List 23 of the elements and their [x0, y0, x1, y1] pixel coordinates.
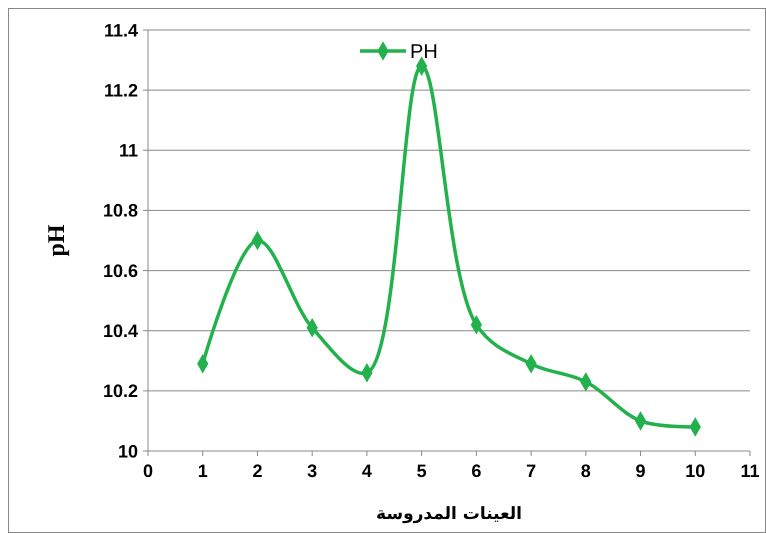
x-tick-label: 0	[142, 461, 154, 481]
x-tick-label: 5	[416, 461, 427, 481]
x-tick-label: 4	[362, 461, 372, 481]
y-tick-label: 10.2	[102, 381, 138, 402]
x-tick-label: 3	[307, 461, 318, 481]
legend-label: PH	[410, 41, 438, 63]
x-tick-label: 8	[580, 461, 591, 481]
x-tick-label: 11	[740, 461, 760, 481]
y-tick-label: 11.4	[104, 20, 138, 40]
y-tick-label: 11.2	[104, 80, 138, 100]
x-tick-label: 2	[252, 461, 262, 481]
x-tick-label: 6	[471, 461, 482, 481]
y-tick-label: 11	[118, 140, 138, 161]
y-tick-label: 10	[118, 441, 138, 462]
y-tick-label: 10.4	[102, 321, 138, 342]
x-tick-label: 1	[198, 461, 208, 481]
x-tick-label: 7	[526, 461, 536, 481]
x-axis-title: العينات المدروسة	[376, 504, 522, 524]
x-tick-label: 9	[636, 461, 646, 481]
y-axis-title: pH	[44, 224, 70, 257]
y-tick-label: 10.8	[102, 200, 138, 221]
y-tick-label: 10.6	[102, 260, 138, 281]
x-tick-label: 10	[685, 461, 706, 481]
